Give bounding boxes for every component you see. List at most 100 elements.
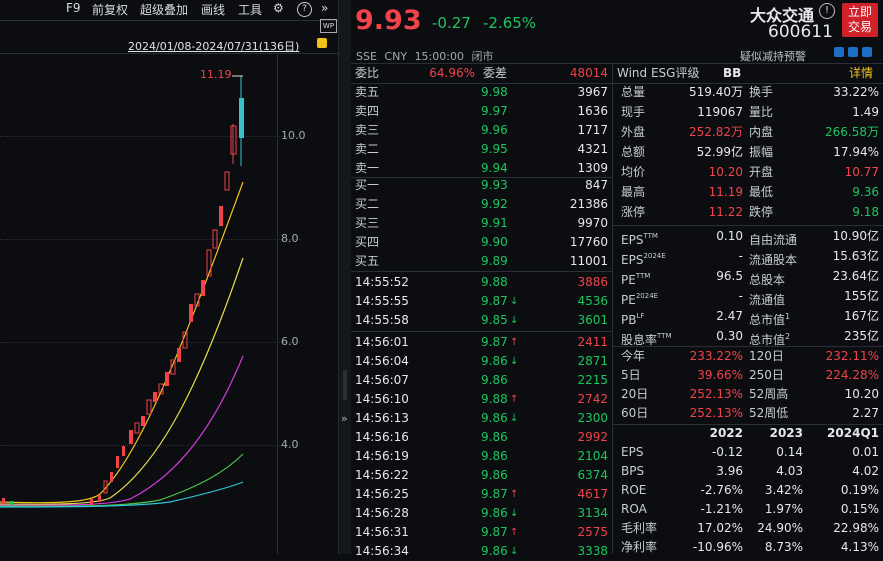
gridline [0,239,300,240]
candle [141,416,145,426]
candle [122,446,125,456]
order-row[interactable]: 卖二 9.95 4321 [355,140,610,159]
weicha-value: 48014 [569,66,608,80]
financials-row: 毛利率 17.02% 24.90% 22.98% [621,519,879,538]
candle [90,499,93,505]
weibi-row: 委比 64.96% 委差 48014 [355,64,610,83]
financials-value: 3.42% [764,483,803,497]
order-price: 9.91 [481,216,508,230]
adjust-button[interactable]: 前复权 [92,3,129,17]
tick-volume: 2742 [577,392,608,406]
order-row[interactable]: 买一 9.93 847 [355,176,610,195]
tick-price: 9.86 [481,449,508,463]
stat-label: 振幅 [749,145,774,159]
tick-row: 14:56:22 9.86 6374 [355,466,610,485]
financials-row: EPS -0.12 0.14 0.01 [621,443,879,462]
divider [351,83,612,84]
tick-time: 14:56:16 [355,430,409,444]
exchange-info: SSE CNY 15:00:00 闭市 [356,48,493,64]
tick-time: 14:56:31 [355,525,409,539]
lock-icon[interactable] [317,38,327,48]
valuation-value: - [738,249,743,263]
currency: CNY [384,50,408,63]
candle [206,249,212,277]
valuation-value: 0.10 [716,229,743,243]
order-level-label: 买三 [355,216,380,230]
draw-line-button[interactable]: 画线 [201,3,226,17]
arrow-down-icon: ↓ [510,296,519,307]
settings-icon[interactable]: ⚙ [273,1,284,15]
order-volume: 847 [585,178,608,192]
order-row[interactable]: 卖一 9.94 1309 [355,159,610,178]
tick-row: 14:56:04 9.86 ↓ 2871 [355,352,610,371]
arrow-down-icon: ↓ [510,546,519,557]
stat-value: 17.94% [833,145,879,159]
help-icon[interactable]: ? [297,2,312,17]
order-volume: 3967 [577,85,608,99]
chart-icon[interactable] [848,47,858,57]
tick-time: 14:55:52 [355,275,409,289]
esg-value: BB [723,66,742,80]
candle [98,495,101,502]
y-tick-label: 8.0 [281,232,299,245]
performance-row: 5日 39.66% 250日 224.28% [621,366,879,385]
performance-label: 20日 [621,387,649,401]
order-row[interactable]: 卖三 9.96 1717 [355,121,610,140]
reduce-warning-link[interactable]: 疑似减持预警 [740,50,806,63]
wp-icon[interactable]: WP [320,19,337,33]
panel-splitter[interactable]: » [338,0,351,554]
order-row[interactable]: 买五 9.89 11001 [355,252,610,271]
stat-label: 开盘 [749,165,774,179]
expand-icon[interactable]: » [341,412,348,425]
overlay-button[interactable]: 超级叠加 [140,3,189,17]
financials-header: 2022 2023 2024Q1 [621,424,879,443]
trade-now-button[interactable]: 立即交易 [842,3,878,37]
f9-button[interactable]: F9 [66,1,81,15]
order-row[interactable]: 买二 9.92 21386 [355,195,610,214]
valuation-label-sup: 2024E [635,292,659,300]
splitter-handle[interactable] [343,370,347,400]
market-status: 闭市 [471,50,494,63]
edit-icon[interactable] [834,47,844,57]
order-row[interactable]: 买三 9.91 9970 [355,214,610,233]
performance-label: 120日 [749,349,784,363]
ma-line-yellow [0,181,244,504]
financials-label: EPS [621,445,644,459]
tick-time: 14:56:19 [355,449,409,463]
valuation-value: 167亿 [844,309,879,323]
financials-value: 4.03 [776,464,803,478]
valuation-label: PETTM [621,267,650,290]
candle [153,392,157,402]
tick-price: 9.88 [481,275,508,289]
order-row[interactable]: 买四 9.90 17760 [355,233,610,252]
y-tick-label: 10.0 [281,129,306,142]
tick-price: 9.87 [481,525,508,539]
performance-value: 252.13% [689,387,743,401]
tick-price: 9.88 [481,392,508,406]
performance-label: 250日 [749,368,784,382]
candle [170,359,176,375]
order-row[interactable]: 卖五 9.98 3967 [355,83,610,102]
tools-button[interactable]: 工具 [238,3,263,17]
order-price: 9.97 [481,104,508,118]
stat-value: 9.36 [852,185,879,199]
financials-row: ROE -2.76% 3.42% 0.19% [621,481,879,500]
price-change-pct: -2.65% [483,14,537,32]
date-range[interactable]: 2024/01/08-2024/07/31(136日) [128,40,300,53]
order-level-label: 卖二 [355,142,380,156]
ma-line-green [0,453,244,507]
tick-time: 14:56:07 [355,373,409,387]
kline-chart[interactable]: F9 前复权 超级叠加 画线 工具 ⚙ ? » WP 2024/01/08-20… [0,0,338,554]
arrow-down-icon: ↓ [510,508,519,519]
grid-icon[interactable] [862,47,872,57]
valuation-label: EPS2024E [621,247,666,270]
tick-time: 14:56:28 [355,506,409,520]
arrow-down-icon: ↓ [510,413,519,424]
collapse-icon[interactable]: » [321,1,329,15]
ma-line-cyan [0,481,244,508]
order-row[interactable]: 卖四 9.97 1636 [355,102,610,121]
stat-value: 10.20 [708,165,743,179]
stat-row: 均价 10.20 开盘 10.77 [621,163,879,182]
info-icon[interactable]: ! [819,3,835,19]
esg-detail-link[interactable]: 详情 [848,66,873,80]
